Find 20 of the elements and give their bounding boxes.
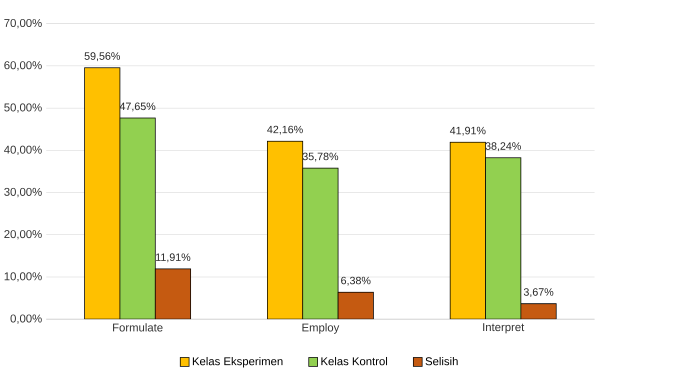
y-tick-label: 20,00% — [4, 230, 42, 240]
data-label: 11,91% — [156, 254, 190, 262]
data-label: 42,16% — [267, 126, 303, 135]
y-tick-label: 40,00% — [4, 146, 42, 156]
legend-label: Kelas Eksperimen — [192, 357, 282, 368]
data-label: 41,91% — [450, 126, 486, 136]
legend-label: Selisih — [426, 357, 458, 366]
y-tick-label: 60,00% — [4, 61, 42, 71]
y-tick-label: 10,00% — [4, 272, 42, 282]
legend-label: Kelas Kontrol — [321, 357, 388, 366]
data-label: 59,56% — [84, 52, 120, 62]
y-tick-label: 0,00% — [10, 314, 42, 324]
x-tick-label: Formulate — [113, 323, 163, 332]
data-label: 6,38% — [341, 276, 371, 286]
y-tick-label: 50,00% — [4, 104, 42, 113]
y-tick-label: 70,00% — [4, 19, 42, 29]
data-label: 3,67% — [524, 288, 554, 298]
x-tick-label: Employ — [302, 323, 340, 334]
x-tick-label: Interpret — [483, 323, 524, 334]
y-tick-label: 30,00% — [4, 188, 42, 198]
